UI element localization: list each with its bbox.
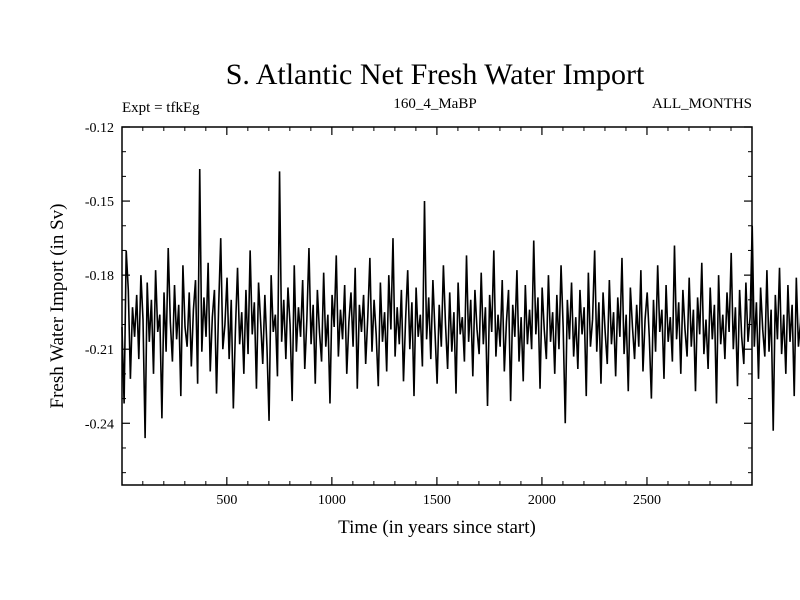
- x-axis: 500 1000 1500 2000 2500: [142, 127, 732, 508]
- y-tick-label: -0.21: [85, 343, 114, 358]
- plot-area: [121, 168, 800, 439]
- series-line-0: [121, 168, 800, 439]
- y-axis: -0.12 -0.15 -0.18 -0.21 -0.24: [85, 121, 752, 474]
- y-tick-label: -0.18: [85, 269, 114, 284]
- y-tick-label: -0.15: [85, 195, 114, 210]
- chart-title: S. Atlantic Net Fresh Water Import: [226, 58, 645, 91]
- x-tick-label: 1500: [423, 493, 451, 508]
- x-tick-label: 500: [216, 493, 237, 508]
- y-tick-label: -0.24: [85, 417, 114, 432]
- annotation-experiment: Expt = tfkEg: [122, 100, 200, 116]
- annotation-months: ALL_MONTHS: [652, 96, 752, 112]
- x-tick-label: 2500: [633, 493, 661, 508]
- y-axis-label: Fresh Water Import (in Sv): [47, 204, 68, 409]
- x-tick-label: 1000: [318, 493, 346, 508]
- x-axis-label: Time (in years since start): [338, 517, 536, 538]
- x-tick-label: 2000: [528, 493, 556, 508]
- y-tick-label: -0.12: [85, 121, 114, 136]
- annotation-run-name: 160_4_MaBP: [393, 96, 476, 112]
